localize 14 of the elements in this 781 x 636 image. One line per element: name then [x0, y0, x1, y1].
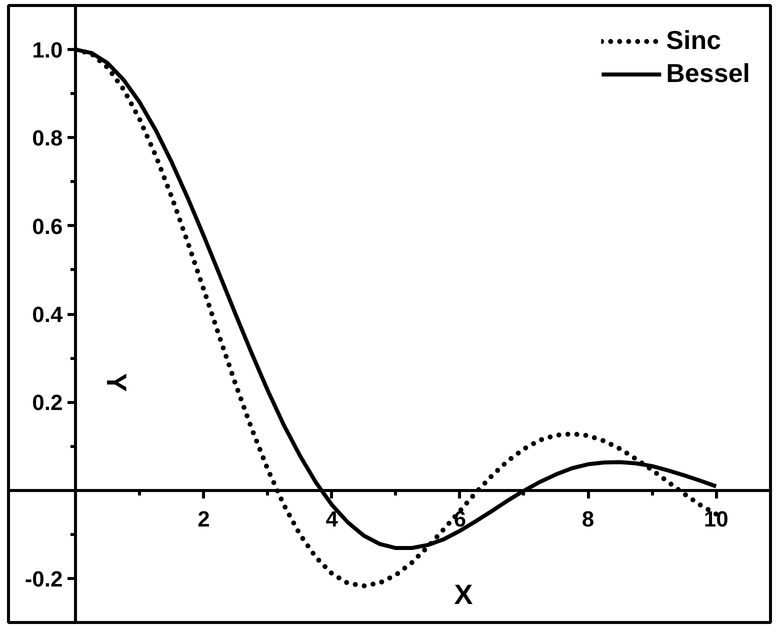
y-tick-label: 0.6: [32, 214, 63, 239]
x-tick-label: 2: [198, 506, 210, 532]
y-tick-label: 1.0: [32, 38, 63, 63]
y-tick-label: -0.2: [24, 566, 63, 592]
x-tick-label: 8: [582, 506, 594, 532]
legend-label: Sinc: [666, 25, 722, 56]
y-tick-label: 0.8: [32, 126, 63, 151]
legend-label: Bessel: [666, 58, 750, 89]
x-tick-label: 4: [326, 506, 339, 532]
x-tick-label: 10: [704, 506, 728, 532]
x-axis-title: X: [454, 579, 474, 610]
y-tick-label: 0.2: [32, 390, 63, 416]
y-tick-label: 0.4: [32, 302, 64, 327]
y-axis-title: Y: [101, 373, 132, 392]
